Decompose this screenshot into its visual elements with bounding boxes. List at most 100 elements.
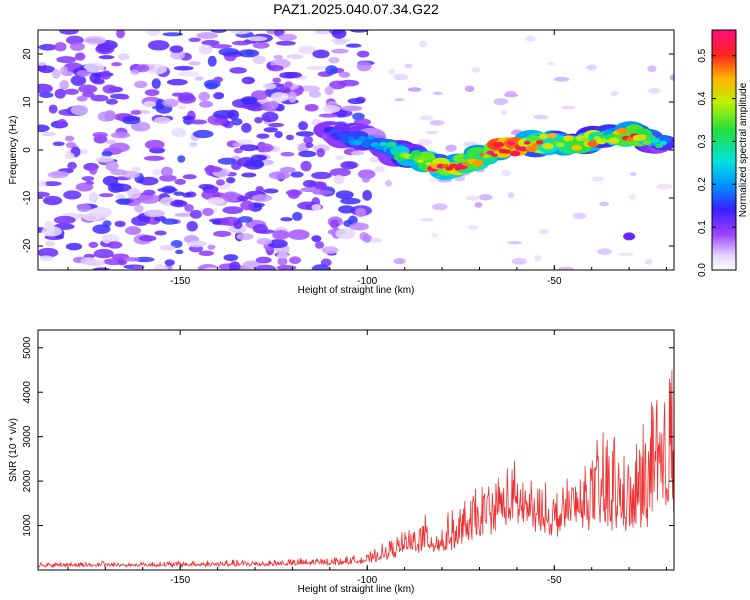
noise-blob	[175, 249, 184, 255]
noise-blob	[66, 35, 84, 45]
noise-blob	[84, 36, 107, 45]
noise-blob	[212, 110, 235, 119]
y-tick-label: 20	[22, 48, 33, 60]
ridge-blob	[649, 137, 661, 144]
noise-blob	[287, 229, 310, 240]
noise-blob	[217, 157, 237, 165]
noise-blob	[107, 182, 124, 193]
noise-blob	[108, 142, 130, 153]
noise-blob	[182, 115, 194, 120]
noise-blob	[107, 241, 123, 249]
noise-blob	[170, 239, 183, 249]
noise-blob	[202, 208, 214, 216]
noise-blob	[90, 206, 112, 218]
snr-y-ticks: 1000 2000 3000 4000 5000	[22, 336, 674, 537]
ridge-blob	[491, 153, 498, 157]
noise-blob	[152, 168, 161, 176]
ridge-blob	[535, 140, 544, 145]
y-tick-label: 1000	[22, 514, 33, 537]
noise-blob	[493, 98, 508, 106]
noise-blob	[507, 192, 515, 199]
noise-blob	[507, 240, 523, 245]
noise-blob	[177, 94, 197, 104]
noise-blob	[174, 178, 187, 185]
noise-blob	[177, 71, 200, 77]
ridge-blob	[520, 146, 527, 150]
ridge-blob	[449, 163, 458, 168]
noise-blob	[298, 45, 317, 55]
noise-blob	[146, 30, 161, 37]
ridge-blob	[524, 140, 531, 145]
noise-blob	[88, 241, 99, 248]
noise-blob	[278, 33, 298, 41]
noise-blob	[147, 40, 170, 51]
noise-blob	[286, 54, 304, 60]
noise-blob	[338, 205, 355, 214]
noise-blob	[67, 161, 77, 170]
noise-blob	[284, 81, 293, 89]
noise-blob	[236, 156, 257, 167]
noise-blob	[190, 209, 202, 219]
noise-blob	[369, 156, 380, 163]
ridge-blob	[659, 140, 667, 145]
noise-blob	[290, 171, 304, 178]
noise-blob	[143, 100, 156, 108]
noise-blob	[478, 194, 493, 201]
noise-blob	[274, 130, 283, 138]
ridge-blob	[542, 142, 554, 150]
y-tick-label: 0	[22, 147, 33, 153]
noise-blob	[130, 69, 140, 75]
noise-blob	[338, 71, 351, 78]
noise-blob	[268, 122, 285, 128]
noise-blob	[142, 189, 156, 196]
noise-blob	[211, 220, 222, 225]
noise-blob	[276, 265, 297, 270]
x-tick-label: -150	[170, 575, 190, 586]
noise-blob	[233, 147, 243, 154]
noise-blob	[215, 179, 226, 186]
noise-blob	[198, 91, 210, 102]
noise-blob	[329, 219, 340, 229]
noise-blob	[134, 204, 144, 213]
noise-blob	[38, 124, 50, 133]
noise-blob	[237, 139, 254, 145]
noise-blob	[76, 95, 88, 102]
noise-blob	[199, 100, 213, 108]
ridge-blob	[472, 159, 484, 167]
noise-blob	[314, 181, 327, 190]
noise-blob	[388, 68, 395, 76]
noise-blob	[241, 172, 257, 178]
noise-blob	[547, 61, 556, 66]
noise-blob	[185, 191, 197, 198]
ridge-blob	[608, 137, 620, 144]
colorbar-tick-label: 0.1	[697, 220, 708, 234]
noise-blob	[349, 222, 369, 231]
noise-blob	[98, 193, 114, 198]
noise-blob	[92, 131, 108, 138]
noise-blob	[64, 152, 75, 160]
noise-blob	[95, 155, 115, 163]
noise-blob	[177, 155, 186, 163]
noise-blob	[312, 190, 333, 196]
noise-blob	[222, 191, 241, 202]
noise-blob	[231, 40, 251, 46]
noise-blob	[102, 84, 118, 94]
noise-blob	[558, 266, 574, 270]
noise-blob	[304, 103, 319, 112]
noise-blob	[312, 49, 330, 59]
snr-x-ticks: -150 -100 -50	[67, 267, 668, 586]
noise-blob	[471, 67, 481, 73]
noise-blob	[311, 235, 322, 243]
noise-blob	[288, 92, 297, 103]
noise-blob	[302, 179, 317, 188]
x-tick-label: -50	[547, 575, 562, 586]
noise-blob	[404, 63, 413, 69]
noise-blob	[231, 118, 243, 126]
noise-blob	[177, 105, 187, 110]
noise-blob	[204, 166, 223, 173]
noise-blob	[100, 70, 112, 80]
noise-blob	[467, 225, 479, 230]
noise-blob	[295, 131, 315, 137]
noise-blob	[122, 256, 140, 262]
ridge-blob	[392, 150, 400, 155]
